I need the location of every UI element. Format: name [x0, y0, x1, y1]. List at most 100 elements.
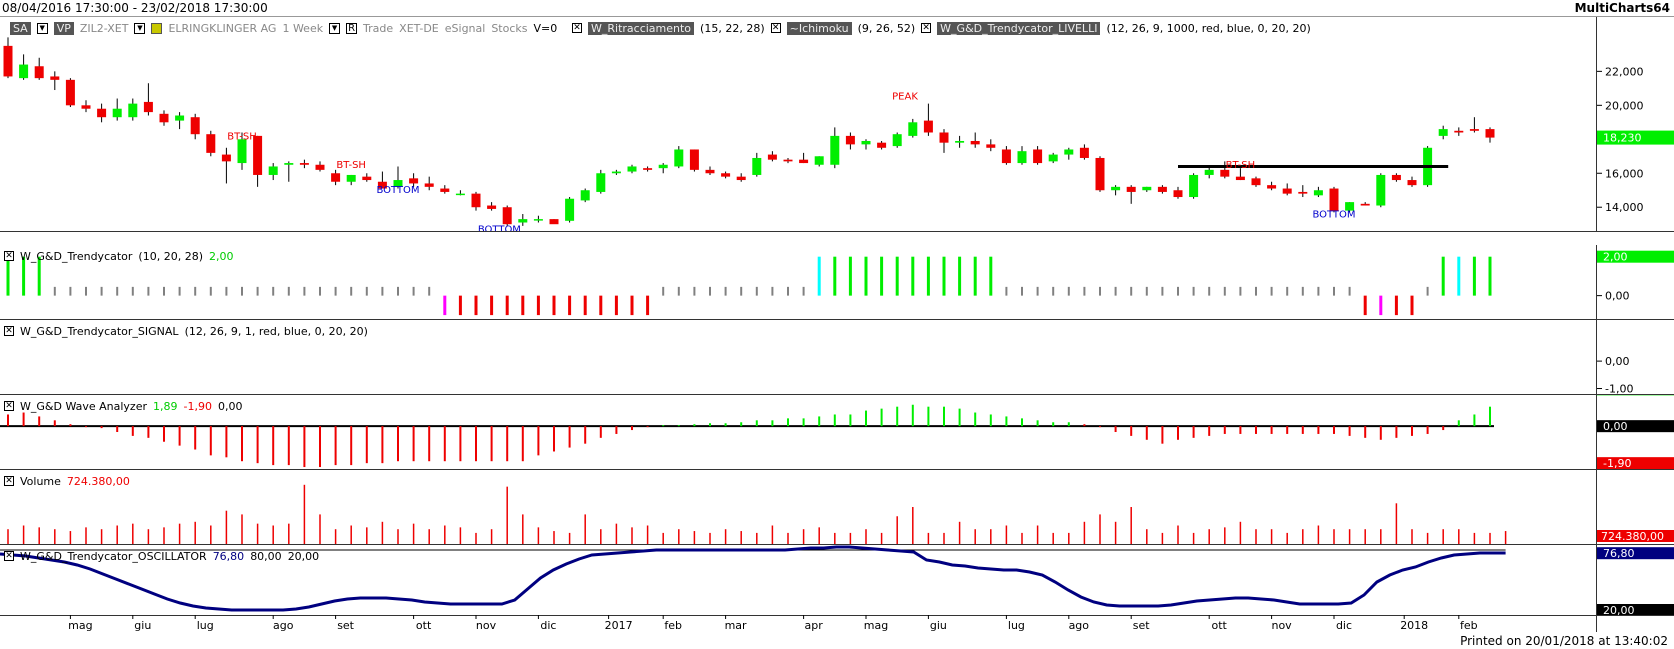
trendycator-scale[interactable]: 2,00 0,00	[1597, 245, 1674, 319]
volume-scale[interactable]: 724.380,00	[1597, 470, 1674, 544]
wave-scale[interactable]: 1,89 0,00 -1,90	[1597, 395, 1674, 469]
signal-pane[interactable]: ✕ W_G&D_Trendycator_SIGNAL (12, 26, 9, 1…	[0, 320, 1674, 395]
candle-body	[1126, 186, 1136, 192]
candle-body	[643, 168, 653, 170]
volume-plot[interactable]: ✕ Volume 724.380,00	[0, 470, 1597, 544]
price-pane[interactable]: SA ▼ VP ZIL2-XET ▼ ELRINGKLINGER AG 1 Wee…	[0, 17, 1674, 232]
trendycator-pane[interactable]: ✕ W_G&D_Trendycator (10, 20, 28) 2,00 2,…	[0, 245, 1674, 320]
oscillator-scale[interactable]: 76,80 20,00	[1597, 545, 1674, 615]
close-study-icon[interactable]: ✕	[921, 22, 932, 33]
signal-plot[interactable]: ✕ W_G&D_Trendycator_SIGNAL (12, 26, 9, 1…	[0, 320, 1597, 394]
annotation-label: BT-SH	[336, 160, 366, 171]
candle-body	[424, 183, 434, 187]
close-pane-icon[interactable]: ✕	[4, 400, 14, 411]
trendycator-plot[interactable]: ✕ W_G&D_Trendycator (10, 20, 28) 2,00	[0, 245, 1597, 319]
y-tick-label: 16,000	[1605, 167, 1644, 180]
candle-body	[112, 108, 122, 118]
volume-pane[interactable]: ✕ Volume 724.380,00 724.380,00	[0, 470, 1674, 545]
scale-label: 0,00	[1603, 420, 1628, 433]
study-name-ichimoku[interactable]: ~Ichimoku	[786, 21, 852, 35]
candle-body	[1173, 190, 1183, 198]
study-name-ritracciamento[interactable]: W_Ritracciamento	[588, 21, 695, 35]
x-tick-label: nov	[1271, 619, 1292, 632]
candle-body	[908, 122, 918, 136]
color-swatch-icon[interactable]	[151, 22, 163, 34]
candle-body	[939, 132, 949, 143]
oscillator-pane[interactable]: ✕ W_G&D_Trendycator_OSCILLATOR 76,80 80,…	[0, 545, 1674, 616]
resolution-dropdown-icon[interactable]: ▼	[329, 22, 341, 34]
close-study-icon[interactable]: ✕	[770, 22, 781, 33]
oscillator-chart[interactable]	[0, 545, 1596, 615]
x-tick-label: ott	[1212, 619, 1228, 632]
pane-title: W_G&D_Trendycator	[20, 249, 133, 263]
pane-legend: ✕ Volume 724.380,00	[4, 474, 130, 488]
candle-body	[175, 115, 185, 121]
time-axis[interactable]: mag giu lug ago set ott nov dic 2017 feb mar apr mag…	[0, 615, 1597, 632]
candle-body	[1345, 202, 1355, 211]
x-tick-label: giu	[134, 619, 151, 632]
r-button[interactable]: R	[346, 22, 358, 34]
candle-body	[1282, 188, 1292, 194]
candle-body	[1235, 176, 1245, 181]
x-tick-label: ott	[416, 619, 432, 632]
oscillator-plot[interactable]: ✕ W_G&D_Trendycator_OSCILLATOR 76,80 80,…	[0, 545, 1597, 615]
candle-body	[596, 173, 606, 192]
close-pane-icon[interactable]: ✕	[4, 325, 14, 336]
study-name-livelli[interactable]: W_G&D_Trendycator_LIVELLI	[937, 21, 1101, 35]
value-badge	[1597, 604, 1674, 615]
pane-title: W_G&D_Trendycator_SIGNAL	[20, 324, 179, 338]
candle-body	[861, 140, 871, 145]
price-chart[interactable]: BT-SH BT-SH BOTTOM BOTTOM PEAK BT-SH BOTTOM	[0, 17, 1596, 231]
volume-chart[interactable]	[0, 470, 1596, 544]
y-tick-label: 20,000	[1605, 99, 1644, 112]
candle-body	[1157, 186, 1167, 192]
candle-body	[1017, 151, 1027, 164]
session: Trade	[363, 21, 394, 35]
candle-body	[1485, 129, 1495, 138]
candle-body	[1001, 149, 1011, 164]
value-badge	[1597, 547, 1674, 560]
printed-on: Printed on 20/01/2018 at 13:40:02	[1460, 634, 1668, 648]
x-tick-label: set	[337, 619, 354, 632]
scale-label: 2,00	[1603, 251, 1628, 264]
candle-body	[65, 79, 75, 106]
candle-body	[346, 174, 356, 182]
x-tick-label: set	[1133, 619, 1150, 632]
candle-body	[206, 134, 216, 153]
pane-value-1: 1,89	[153, 399, 178, 413]
wave-pane[interactable]: ✕ W_G&D Wave Analyzer 1,89 -1,90 0,00 1,…	[0, 395, 1674, 470]
candle-body	[471, 193, 481, 208]
candle-body	[611, 171, 621, 174]
close-pane-icon[interactable]: ✕	[4, 475, 14, 486]
symbol-dropdown-icon[interactable]: ▼	[134, 22, 146, 34]
wave-chart[interactable]	[0, 395, 1596, 469]
candle-body	[377, 181, 387, 189]
scale-label: 0,00	[1605, 355, 1630, 368]
close-pane-icon[interactable]: ✕	[4, 550, 14, 561]
pane-value: 2,00	[208, 249, 234, 263]
candle-body	[237, 139, 247, 164]
candle-body	[814, 156, 824, 165]
sa-dropdown-icon[interactable]: ▼	[36, 22, 48, 34]
candle-body	[19, 64, 29, 79]
candle-body	[1095, 157, 1105, 191]
candle-body	[549, 219, 559, 225]
candle-body	[1267, 185, 1277, 189]
vp-button[interactable]: VP	[53, 21, 74, 35]
candle-body	[1204, 169, 1214, 175]
x-tick-label: mag	[864, 619, 888, 632]
study-params: (9, 26, 52)	[857, 21, 916, 35]
scale-label: -1,00	[1605, 383, 1633, 394]
candle-body	[97, 108, 107, 118]
signal-scale[interactable]: 0,00 -1,00	[1597, 320, 1674, 394]
sa-button[interactable]: SA	[10, 21, 31, 35]
price-plot[interactable]: SA ▼ VP ZIL2-XET ▼ ELRINGKLINGER AG 1 Wee…	[0, 17, 1597, 231]
annotation-label: BT-SH	[1226, 160, 1256, 171]
trendycator-chart[interactable]	[0, 245, 1596, 319]
wave-plot[interactable]: ✕ W_G&D Wave Analyzer 1,89 -1,90 0,00	[0, 395, 1597, 469]
candle-body	[986, 144, 996, 148]
close-study-icon[interactable]: ✕	[572, 22, 582, 33]
close-pane-icon[interactable]: ✕	[4, 250, 14, 261]
candle-body	[81, 105, 91, 109]
